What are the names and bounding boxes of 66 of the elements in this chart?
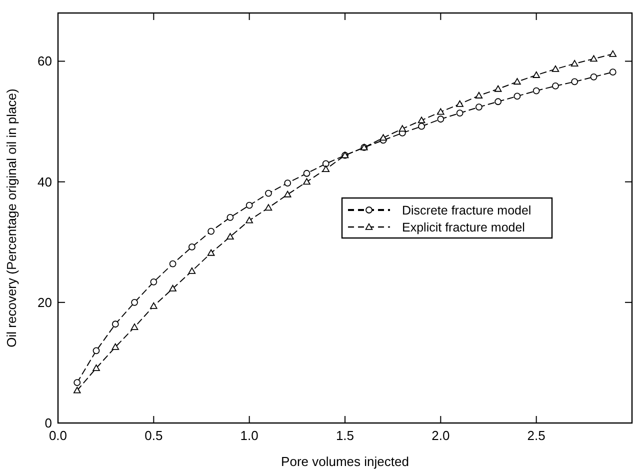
point (188, 267, 196, 274)
y-tick-label: 60 (38, 54, 52, 69)
point (150, 302, 158, 309)
y-tick-label: 20 (38, 294, 52, 310)
point (226, 214, 234, 221)
point (532, 71, 540, 78)
point (418, 116, 426, 124)
point (188, 243, 196, 250)
x-tick-label: 2.0 (432, 428, 450, 443)
point (418, 122, 425, 130)
point (609, 50, 617, 57)
point (207, 249, 215, 256)
point (552, 82, 559, 90)
point (398, 125, 406, 132)
point (590, 55, 598, 62)
point (514, 92, 521, 100)
legend-label: Explicit fracture model (402, 220, 525, 234)
point (246, 216, 253, 224)
point (437, 116, 444, 123)
x-tick-label: 1.0 (240, 428, 258, 443)
point (131, 298, 138, 306)
point (514, 78, 521, 85)
x-tick-label: 1.5 (336, 428, 354, 443)
point (150, 278, 158, 286)
point (169, 260, 176, 268)
point (437, 108, 444, 115)
point (456, 110, 464, 117)
point (265, 190, 272, 197)
legend-label: Discrete fracture model (402, 204, 532, 218)
point (475, 104, 482, 111)
point (246, 202, 253, 209)
point (74, 379, 81, 386)
point (322, 166, 330, 172)
point (494, 98, 502, 106)
point (552, 65, 560, 72)
point (570, 60, 578, 66)
x-tick-label: 0.0 (48, 428, 68, 443)
y-axis-title: Oil recovery (Percentage original oil in place) (4, 88, 19, 348)
point (112, 320, 119, 328)
point (456, 100, 464, 107)
point (112, 343, 120, 350)
point (264, 204, 272, 211)
point (92, 364, 100, 371)
point (92, 347, 100, 354)
point (609, 68, 616, 76)
x-tick-label: 0.5 (144, 428, 163, 443)
y-tick-label: 40 (38, 174, 52, 190)
point (73, 386, 81, 394)
point (322, 160, 330, 168)
point (532, 87, 540, 94)
point (494, 85, 502, 92)
point (169, 284, 176, 292)
y-tick-label: 0 (44, 416, 52, 430)
point (130, 323, 138, 330)
point (284, 180, 292, 186)
point (475, 92, 483, 98)
point (208, 228, 215, 235)
point (590, 73, 598, 80)
x-axis-title: Pore volumes injected (281, 454, 409, 469)
point (380, 134, 387, 141)
point (226, 233, 234, 240)
point (303, 170, 310, 177)
point (571, 78, 578, 86)
x-tick-label: 2.5 (527, 428, 546, 443)
point (303, 178, 310, 185)
point (284, 190, 292, 198)
